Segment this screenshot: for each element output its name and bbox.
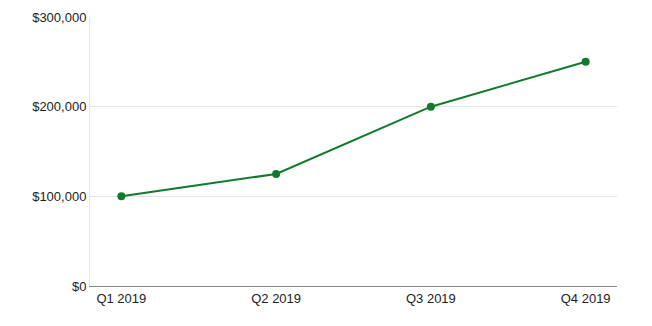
svg-text:$0: $0 [72, 279, 86, 294]
svg-text:$100,000: $100,000 [32, 189, 86, 204]
svg-text:Q1 2019: Q1 2019 [96, 291, 146, 306]
svg-text:Q2 2019: Q2 2019 [251, 291, 301, 306]
svg-text:Q3 2019: Q3 2019 [406, 291, 456, 306]
svg-text:$200,000: $200,000 [32, 99, 86, 114]
svg-text:$300,000: $300,000 [32, 10, 86, 25]
svg-text:Q4 2019: Q4 2019 [561, 291, 611, 306]
